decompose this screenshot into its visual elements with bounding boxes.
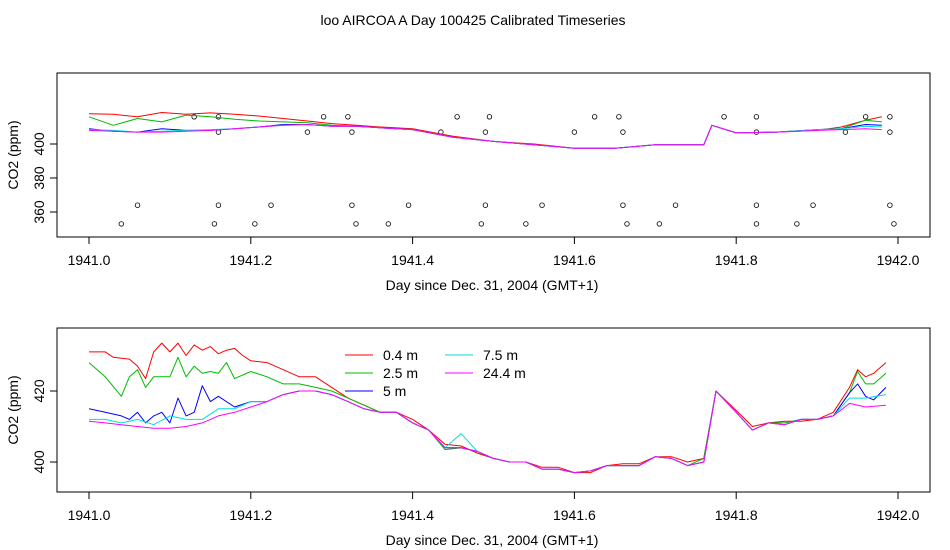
series-line xyxy=(88,390,886,474)
y-tick-label: 360 xyxy=(31,200,47,224)
x-tick-label: 1941.0 xyxy=(68,507,111,523)
marker-point xyxy=(656,221,663,227)
marker-point xyxy=(345,114,351,120)
legend: 0.4 m 2.5 m 5 m 7.5 m 24.4 m xyxy=(345,347,526,399)
legend-label: 5 m xyxy=(383,383,406,399)
x-tick-label: 1941.6 xyxy=(553,252,596,268)
marker-point xyxy=(523,221,529,227)
marker-point xyxy=(753,202,760,208)
bottom-x-axis: 1941.0 1941.2 1941.4 1941.6 1941.8 1942.0 xyxy=(68,492,920,523)
marker-point xyxy=(810,202,816,208)
series-line xyxy=(88,114,882,149)
marker-point xyxy=(215,114,222,120)
marker-point xyxy=(620,129,626,135)
bottom-series-lines xyxy=(88,342,887,474)
marker-point xyxy=(591,114,598,120)
y-tick-label: 400 xyxy=(31,132,47,156)
marker-point xyxy=(215,202,222,208)
top-marker-points xyxy=(118,114,897,227)
marker-point xyxy=(887,202,893,208)
series-line xyxy=(88,124,882,149)
top-series-lines xyxy=(88,112,882,149)
marker-point xyxy=(118,221,125,227)
marker-point xyxy=(571,129,578,135)
marker-point xyxy=(134,202,141,208)
y-tick-label: 420 xyxy=(31,379,47,403)
marker-point xyxy=(616,114,622,120)
x-tick-label: 1941.0 xyxy=(68,252,111,268)
x-tick-label: 1942.0 xyxy=(877,507,920,523)
x-tick-label: 1941.2 xyxy=(229,507,272,523)
top-panel: 1941.0 1941.2 1941.4 1941.6 1941.8 1942.0 360… xyxy=(5,72,931,293)
marker-point xyxy=(672,202,679,208)
marker-point xyxy=(794,221,800,227)
marker-point xyxy=(486,114,493,120)
figure-title: loo AIRCOA A Day 100425 Calibrated Times… xyxy=(320,12,625,28)
marker-point xyxy=(252,221,258,227)
marker-point xyxy=(482,129,489,135)
marker-point xyxy=(862,114,869,120)
marker-point xyxy=(211,221,218,227)
marker-point xyxy=(753,221,760,227)
marker-point xyxy=(268,202,274,208)
x-tick-label: 1941.8 xyxy=(715,252,758,268)
x-tick-label: 1941.4 xyxy=(391,507,434,523)
bottom-plot-frame xyxy=(56,327,931,493)
bottom-y-axis-label: CO2 (ppm) xyxy=(5,375,21,444)
series-line xyxy=(88,383,887,474)
marker-point xyxy=(349,129,355,135)
x-tick-label: 1941.2 xyxy=(229,252,272,268)
series-line xyxy=(89,342,887,474)
marker-point xyxy=(349,202,355,208)
marker-point xyxy=(454,114,460,120)
bottom-panel: 1941.0 1941.2 1941.4 1941.6 1941.8 1942.0 400… xyxy=(5,327,931,548)
legend-label: 7.5 m xyxy=(483,347,518,363)
marker-point xyxy=(891,221,897,227)
legend-label: 2.5 m xyxy=(383,365,418,381)
marker-point xyxy=(320,114,327,120)
legend-label: 0.4 m xyxy=(383,347,418,363)
marker-point xyxy=(887,129,893,135)
marker-point xyxy=(191,114,197,120)
marker-point xyxy=(385,221,392,227)
bottom-x-axis-label: Day since Dec. 31, 2004 (GMT+1) xyxy=(386,532,599,548)
x-tick-label: 1941.4 xyxy=(391,252,434,268)
top-x-axis-label: Day since Dec. 31, 2004 (GMT+1) xyxy=(386,277,599,293)
bottom-y-axis: 400 420 xyxy=(31,379,57,474)
series-line xyxy=(89,390,886,474)
series-line xyxy=(88,124,882,149)
marker-point xyxy=(721,114,727,120)
marker-point xyxy=(482,202,489,208)
y-tick-label: 380 xyxy=(31,166,47,190)
series-line xyxy=(88,124,882,149)
top-y-axis-label: CO2 (ppm) xyxy=(5,120,21,189)
marker-point xyxy=(624,221,630,227)
marker-point xyxy=(478,221,485,227)
top-x-axis: 1941.0 1941.2 1941.4 1941.6 1941.8 1942.0 xyxy=(68,237,920,268)
x-tick-label: 1942.0 xyxy=(877,252,920,268)
top-y-axis: 360 380 400 xyxy=(31,132,57,224)
marker-point xyxy=(353,221,359,227)
x-tick-label: 1941.6 xyxy=(553,507,596,523)
marker-point xyxy=(539,202,545,208)
y-tick-label: 400 xyxy=(31,450,47,474)
legend-label: 24.4 m xyxy=(483,365,526,381)
marker-point xyxy=(405,202,412,208)
marker-point xyxy=(887,114,893,120)
marker-point xyxy=(304,129,311,135)
marker-point xyxy=(842,129,849,135)
marker-point xyxy=(620,202,626,208)
marker-point xyxy=(215,129,222,135)
marker-point xyxy=(753,114,760,120)
top-plot-frame xyxy=(56,72,931,238)
x-tick-label: 1941.8 xyxy=(715,507,758,523)
